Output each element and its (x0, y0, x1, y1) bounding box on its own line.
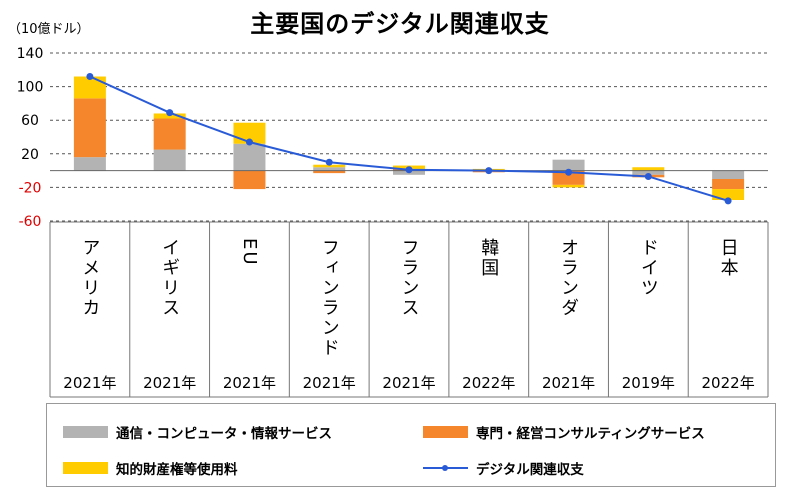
category-label: ドイツ (638, 238, 659, 298)
bar-consult (233, 170, 266, 190)
balance-point (485, 167, 493, 175)
bar-consult (73, 98, 106, 158)
y-tick-label: 20 (21, 147, 39, 163)
y-tick-label: -60 (19, 214, 42, 230)
bar-comm (632, 170, 665, 175)
bar-ip (632, 167, 665, 171)
bar-comm (153, 149, 186, 171)
y-tick-label: 140 (17, 46, 44, 62)
y-tick-label: -20 (19, 180, 42, 196)
balance-point (166, 109, 174, 117)
legend-item-comm: 通信・コンピュータ・情報サービス (63, 422, 332, 442)
year-label: 2019年 (622, 374, 675, 392)
legend-item-balance: デジタル関連収支 (423, 458, 584, 478)
bar-comm (712, 170, 745, 179)
chart-title: 主要国のデジタル関連収支 (250, 10, 550, 38)
category-label: イギリス (159, 238, 180, 318)
balance-point (565, 168, 573, 176)
category-label: 日本 (718, 238, 739, 278)
legend-swatch-ip (63, 462, 108, 474)
category-label: フランス (399, 238, 420, 318)
balance-point (724, 197, 732, 205)
legend-swatch-consult (423, 426, 468, 438)
legend-label-consult: 専門・経営コンサルティングサービス (476, 426, 705, 442)
balance-point (644, 172, 652, 180)
year-label: 2021年 (223, 374, 276, 392)
legend-item-ip: 知的財産権等使用料 (63, 458, 238, 478)
balance-point (325, 158, 333, 166)
year-label: 2022年 (462, 374, 515, 392)
category-label: EU (239, 238, 260, 267)
category-label: オランダ (558, 238, 579, 318)
category-label: フィンランド (319, 238, 340, 358)
y-tick-label: 100 (17, 80, 44, 96)
bar-comm (552, 159, 585, 171)
bar-ip (712, 189, 745, 200)
balance-point (86, 73, 94, 81)
bar-comm (233, 143, 266, 171)
legend-label-comm: 通信・コンピュータ・情報サービス (116, 426, 332, 442)
balance-point (405, 166, 413, 174)
bar-comm (73, 157, 106, 171)
bar-consult (712, 179, 745, 190)
bar-comm (313, 167, 346, 171)
year-label: 2021年 (303, 374, 356, 392)
legend-label-ip: 知的財産権等使用料 (116, 462, 238, 478)
chart-legend: 通信・コンピュータ・情報サービス 専門・経営コンサルティングサービス 知的財産権… (46, 403, 776, 487)
bar-ip (73, 76, 106, 99)
bar-consult (313, 170, 346, 174)
legend-label-balance: デジタル関連収支 (476, 462, 584, 478)
year-label: 2021年 (542, 374, 595, 392)
bar-consult (552, 170, 585, 185)
category-label: 韓国 (478, 238, 499, 278)
bar-consult (153, 118, 186, 150)
bar-ip (313, 164, 346, 168)
year-label: 2022年 (702, 374, 755, 392)
legend-item-consult: 専門・経営コンサルティングサービス (423, 422, 705, 442)
unit-label: （10億ドル） (8, 22, 90, 37)
legend-swatch-balance (423, 462, 468, 474)
year-label: 2021年 (143, 374, 196, 392)
category-label: アメリカ (79, 238, 100, 318)
y-tick-label: 60 (21, 113, 39, 129)
bar-ip (552, 184, 585, 188)
legend-swatch-comm (63, 426, 108, 438)
year-label: 2021年 (382, 374, 435, 392)
balance-point (245, 138, 253, 146)
year-label: 2021年 (63, 374, 116, 392)
chart-canvas: 140 100 60 20 -20 -60 アメリカ イギリス EU フィンランド フランス 韓国 オラ… (17, 46, 769, 398)
